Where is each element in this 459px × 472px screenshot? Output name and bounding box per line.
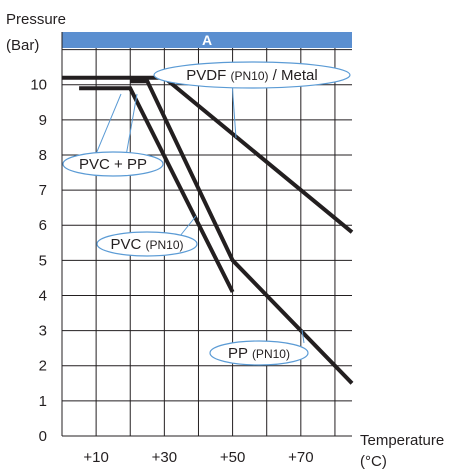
- pvcpp-bubble: [62, 151, 164, 177]
- pvdf-label-main: PVDF: [186, 67, 230, 84]
- y-tick-labels: 0 1 2 3 4 5 6 7 8 9 10: [30, 77, 47, 445]
- pp-label-main: PP: [228, 345, 252, 362]
- series-lines: [62, 75, 354, 385]
- pvc-leader: [179, 215, 197, 237]
- x-axis-label-line2: (°C): [360, 453, 387, 470]
- grid-lines: [61, 32, 352, 437]
- y-tick-label: 1: [39, 393, 47, 410]
- svg-text:PVDF (PN10) / Metal: PVDF (PN10) / Metal: [186, 67, 317, 84]
- y-tick-label: 4: [39, 287, 47, 304]
- pvcpp-leader: [95, 93, 138, 157]
- pp-bubble: [209, 340, 309, 366]
- y-tick-label: 3: [39, 323, 47, 340]
- svg-text:PP (PN10): PP (PN10): [228, 345, 290, 362]
- pp-label-small: (PN10): [252, 347, 290, 361]
- y-tick-label: 9: [39, 112, 47, 129]
- svg-text:PVC (PN10): PVC (PN10): [110, 236, 183, 253]
- x-tick-label: +10: [83, 449, 108, 466]
- pp-label: PP (PN10): [209, 340, 309, 366]
- x-tick-label: +50: [220, 449, 245, 466]
- y-tick-label: 10: [30, 77, 47, 94]
- y-tick-label: 8: [39, 147, 47, 164]
- pvdf-leader: [231, 81, 237, 139]
- x-tick-label: +30: [152, 449, 177, 466]
- y-tick-label: 0: [39, 428, 47, 445]
- pvc-bubble: [96, 231, 198, 257]
- pvdf-label-small: (PN10): [230, 69, 268, 83]
- x-tick-label: +70: [288, 449, 313, 466]
- pvc-label: PVC (PN10): [96, 231, 198, 257]
- pvcpp-label-text: PVC + PP: [79, 156, 147, 173]
- label-leader-lines: [95, 81, 305, 344]
- category-a-label: A: [202, 32, 212, 48]
- pvc-series-line: [79, 86, 235, 293]
- y-axis-label-line2: (Bar): [6, 37, 39, 54]
- pp-leader: [301, 329, 305, 344]
- pp-series-line: [130, 79, 354, 385]
- x-axis-label-line1: Temperature: [360, 432, 444, 449]
- y-tick-label: 5: [39, 252, 47, 269]
- x-tick-labels: +10 +30 +50 +70: [83, 449, 313, 466]
- category-a-band: [62, 32, 352, 48]
- pvcpp-label: PVC + PP: [62, 151, 164, 177]
- y-tick-label: 6: [39, 217, 47, 234]
- y-tick-label: 2: [39, 358, 47, 375]
- pvdf-label-tail: / Metal: [269, 67, 318, 84]
- pvdf-bubble: [153, 61, 351, 89]
- y-axis-label-line1: Pressure: [6, 11, 66, 28]
- pvdf-label: PVDF (PN10) / Metal: [153, 61, 351, 89]
- pvc-label-main: PVC: [110, 236, 145, 253]
- pvc-label-small: (PN10): [146, 238, 184, 252]
- y-tick-label: 7: [39, 182, 47, 199]
